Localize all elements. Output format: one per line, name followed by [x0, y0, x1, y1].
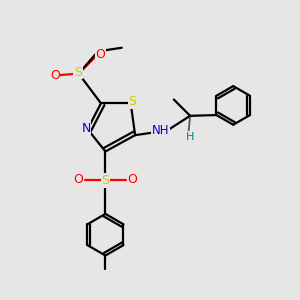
Text: S: S [74, 66, 82, 79]
Text: O: O [74, 172, 84, 186]
Text: H: H [186, 132, 194, 142]
Text: O: O [127, 172, 137, 186]
Text: NH: NH [152, 124, 169, 137]
Text: O: O [95, 48, 105, 61]
Text: S: S [128, 95, 136, 108]
Text: S: S [101, 174, 110, 187]
Text: O: O [50, 69, 60, 82]
Text: N: N [81, 122, 91, 135]
